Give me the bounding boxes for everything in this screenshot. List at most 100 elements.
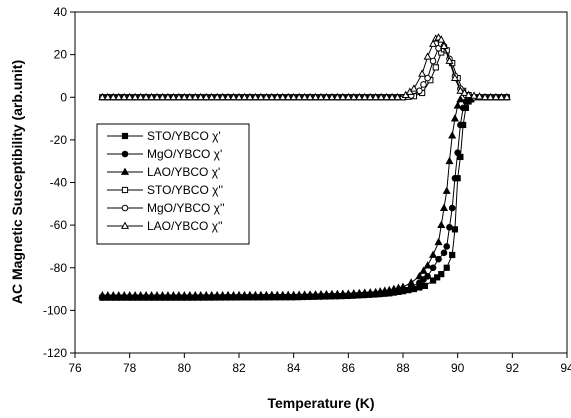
- data-point: [262, 290, 271, 299]
- data-point: [295, 92, 304, 101]
- data-point: [207, 290, 216, 299]
- data-point: [103, 291, 112, 299]
- data-point: [284, 92, 293, 101]
- data-point: [424, 74, 431, 82]
- y-tick-label: -120: [43, 346, 67, 360]
- data-point: [163, 291, 172, 299]
- data-point: [267, 290, 276, 299]
- legend-label: MgO/YBCO χ': [147, 147, 222, 161]
- legend-marker: [121, 186, 129, 194]
- data-point: [419, 266, 428, 274]
- data-point: [316, 92, 326, 101]
- data-point: [278, 290, 287, 298]
- data-point: [429, 57, 437, 65]
- y-axis-title: AC Magnetic Susceptibility (arb.unit): [9, 60, 25, 304]
- data-point: [224, 92, 233, 101]
- data-point: [398, 282, 408, 290]
- data-point: [131, 291, 140, 299]
- data-point: [185, 92, 194, 101]
- data-point: [295, 290, 304, 298]
- data-point: [355, 92, 364, 101]
- data-point: [300, 92, 309, 101]
- data-point: [423, 261, 432, 269]
- data-point: [114, 92, 123, 101]
- data-point: [273, 92, 282, 101]
- legend-marker: [121, 204, 129, 212]
- data-point: [437, 35, 446, 43]
- data-point: [163, 92, 172, 101]
- data-point: [456, 86, 465, 94]
- data-point: [439, 41, 449, 49]
- data-point: [245, 290, 254, 299]
- data-point: [407, 278, 416, 286]
- data-point: [98, 92, 107, 101]
- data-point: [306, 290, 315, 298]
- data-point: [109, 291, 118, 299]
- data-point: [502, 92, 511, 101]
- data-point: [103, 92, 112, 101]
- data-point: [273, 290, 282, 298]
- x-tick-label: 90: [451, 361, 465, 375]
- legend-entry: LAO/YBCO χ'': [107, 219, 223, 233]
- data-point: [306, 92, 315, 101]
- data-point: [327, 289, 336, 298]
- data-point: [142, 291, 151, 299]
- data-point: [349, 289, 358, 297]
- data-point: [451, 226, 459, 233]
- y-tick-label: -40: [50, 176, 68, 190]
- y-tick-label: 0: [60, 90, 67, 104]
- x-tick-label: 94: [560, 361, 571, 375]
- data-point: [229, 92, 238, 101]
- data-point: [174, 291, 183, 299]
- data-point: [409, 84, 418, 92]
- legend-entry: MgO/YBCO χ': [107, 147, 222, 161]
- data-point: [438, 271, 445, 278]
- data-point: [424, 272, 431, 280]
- data-point: [218, 92, 227, 101]
- data-point: [152, 92, 162, 101]
- x-tick-label: 84: [287, 361, 301, 375]
- legend-label: LAO/YBCO χ'': [147, 219, 223, 233]
- data-point: [456, 94, 465, 103]
- data-point: [256, 92, 265, 101]
- legend-marker: [120, 167, 130, 175]
- data-point: [448, 204, 456, 212]
- data-point: [360, 288, 369, 296]
- data-point: [136, 92, 145, 101]
- series-3: [98, 94, 465, 299]
- data-point: [120, 92, 129, 101]
- data-point: [224, 290, 233, 299]
- data-point: [213, 290, 222, 299]
- data-point: [440, 249, 448, 257]
- data-point: [445, 56, 454, 64]
- data-point: [131, 92, 140, 101]
- data-point: [449, 251, 456, 259]
- data-point: [366, 288, 375, 296]
- data-point: [333, 92, 342, 101]
- data-point: [460, 88, 469, 96]
- data-point: [229, 290, 238, 299]
- data-series: [98, 33, 511, 301]
- data-point: [120, 291, 129, 299]
- data-point: [464, 90, 473, 99]
- data-point: [114, 291, 123, 299]
- data-point: [429, 277, 437, 284]
- data-point: [421, 282, 428, 289]
- data-point: [432, 64, 439, 71]
- data-point: [450, 114, 459, 122]
- data-point: [491, 92, 500, 101]
- data-point: [327, 92, 336, 101]
- data-point: [191, 92, 200, 101]
- data-point: [125, 92, 134, 101]
- data-point: [420, 81, 427, 88]
- data-point: [451, 174, 459, 182]
- data-point: [475, 92, 484, 100]
- data-point: [251, 92, 260, 101]
- data-point: [497, 92, 506, 101]
- data-point: [355, 288, 364, 297]
- data-point: [256, 290, 265, 299]
- data-point: [446, 223, 453, 231]
- data-point: [429, 39, 438, 47]
- data-point: [174, 92, 183, 101]
